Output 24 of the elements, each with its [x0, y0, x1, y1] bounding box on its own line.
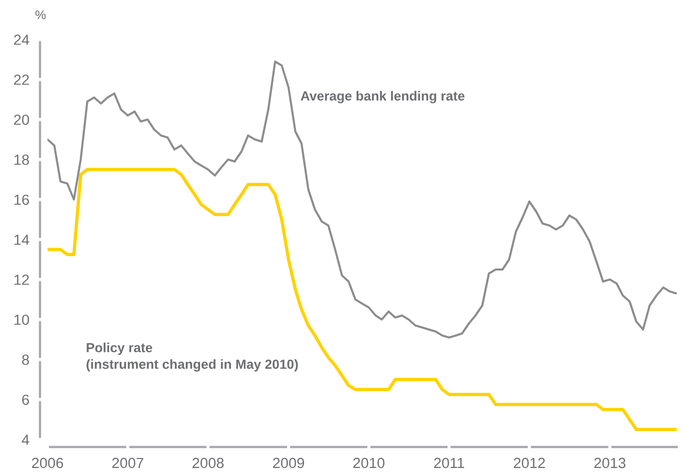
y-tick-label: 10 — [14, 314, 30, 325]
y-tick-label: 12 — [14, 274, 29, 285]
y-tick-label: 24 — [14, 34, 30, 45]
x-tick-label: 2007 — [112, 458, 144, 468]
y-tick-label: 20 — [14, 114, 30, 125]
x-tick-label: 2008 — [192, 458, 224, 468]
y-tick-label: 16 — [14, 194, 29, 205]
y-tick-label: 18 — [14, 154, 29, 165]
x-tick-label: 2012 — [514, 458, 545, 468]
x-tick-label: 2009 — [273, 458, 304, 468]
y-tick-label: 8 — [22, 354, 29, 365]
x-tick-label: 2011 — [434, 458, 464, 468]
y-tick-label: 6 — [22, 394, 29, 405]
x-tick-label: 2013 — [594, 458, 626, 468]
y-tick-label: 14 — [14, 234, 30, 245]
y-axis-title: % — [35, 10, 46, 20]
line-series — [48, 168, 677, 432]
x-tick-label: 2006 — [32, 458, 64, 468]
y-tick-label: 4 — [22, 434, 30, 445]
y-tick-label: 22 — [14, 74, 29, 85]
line-series — [48, 60, 677, 339]
series-label: Average bank lending rate — [300, 90, 464, 104]
x-tick-label: 2010 — [353, 458, 384, 468]
series-label: Policy rate (instrument changed in May 2010) — [86, 342, 298, 372]
